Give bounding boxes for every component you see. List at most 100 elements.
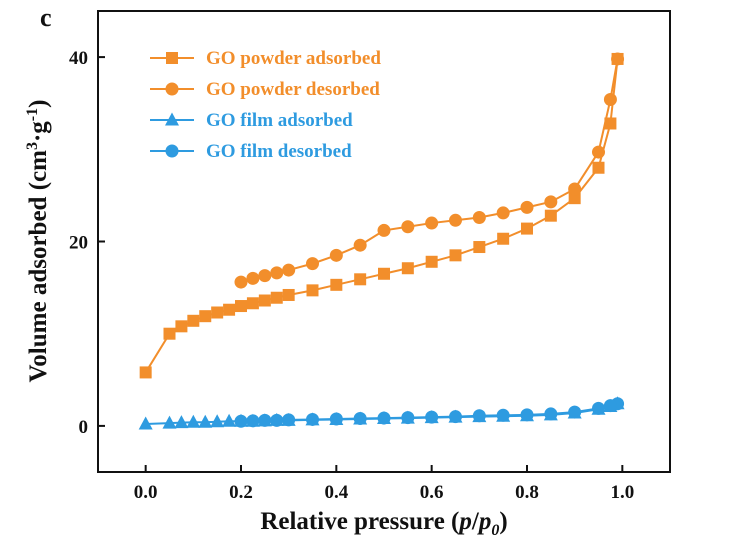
x-tick-label: 1.0 — [610, 482, 634, 503]
series-layer — [138, 52, 625, 430]
data-point — [198, 414, 213, 428]
data-point — [282, 413, 296, 427]
panel-label: c — [40, 3, 52, 32]
data-point — [186, 414, 201, 428]
legend-marker-icon — [165, 144, 179, 158]
data-point — [246, 297, 259, 310]
data-point — [568, 405, 582, 419]
data-point — [258, 413, 272, 427]
data-point — [282, 263, 296, 277]
legend: GO powder adsorbed GO powder desorbed GO f… — [150, 48, 381, 162]
data-point — [521, 222, 533, 235]
legend-label: GO powder desorbed — [206, 79, 380, 100]
x-tick-label: 0.4 — [324, 482, 348, 503]
data-point — [449, 410, 462, 424]
data-point — [449, 249, 462, 262]
data-point — [544, 195, 558, 209]
data-point — [139, 366, 152, 379]
data-point — [329, 248, 343, 262]
y-tick-label: 40 — [69, 48, 88, 69]
data-point — [246, 271, 260, 285]
legend-label: GO powder adsorbed — [206, 48, 381, 69]
data-point — [270, 266, 284, 280]
data-point — [234, 275, 248, 289]
data-point — [592, 145, 605, 159]
legend-item: GO film adsorbed — [150, 110, 353, 131]
data-point — [354, 273, 367, 286]
data-point — [449, 213, 462, 227]
legend-item: GO film desorbed — [150, 141, 352, 162]
data-point — [472, 409, 486, 423]
data-point — [592, 401, 605, 415]
x-title-p: p — [457, 508, 472, 535]
legend-marker-icon — [165, 112, 179, 126]
x-title-post: ) — [499, 508, 507, 535]
data-point — [270, 413, 284, 427]
legend-marker-icon — [166, 52, 178, 64]
data-point — [210, 414, 225, 428]
data-point — [235, 300, 247, 313]
x-tick-label: 0.2 — [229, 482, 253, 503]
x-title-p0: p — [477, 508, 492, 535]
data-point — [520, 408, 534, 422]
data-point — [199, 310, 212, 323]
x-title-sub: 0 — [491, 522, 499, 539]
y-title-post: ) — [25, 100, 52, 108]
axis-ticks: 0.0 0.2 0.4 0.6 0.8 1.0 0 20 40 — [69, 48, 634, 503]
data-point — [401, 262, 414, 275]
data-point — [425, 255, 438, 268]
x-tick-label: 0.6 — [420, 482, 444, 503]
data-point — [592, 161, 605, 174]
y-axis-title: Volume adsorbed (cm3·g-1) — [24, 100, 52, 383]
y-tick-label: 0 — [79, 417, 89, 438]
x-axis-title: Relative pressure (p/p0) — [260, 508, 507, 539]
data-point — [520, 200, 534, 214]
x-title-slash: / — [471, 508, 480, 535]
data-point — [378, 267, 390, 280]
data-point — [306, 284, 319, 297]
legend-label: GO film adsorbed — [206, 110, 353, 131]
x-tick-label: 0.8 — [515, 482, 539, 503]
x-tick-label: 0.0 — [134, 482, 158, 503]
y-tick-label: 20 — [69, 233, 88, 254]
data-point — [175, 320, 188, 333]
data-point — [497, 232, 510, 245]
data-point — [425, 216, 439, 230]
data-point — [306, 257, 319, 271]
data-point — [544, 209, 557, 222]
data-point — [282, 288, 295, 301]
data-point — [246, 414, 260, 428]
data-point — [330, 278, 343, 291]
data-point — [234, 414, 248, 428]
x-title-pre: Relative pressure ( — [260, 508, 459, 535]
legend-item: GO powder desorbed — [150, 79, 380, 100]
data-point — [138, 416, 153, 430]
data-point — [544, 407, 558, 421]
data-point — [603, 93, 617, 107]
y-title-sup1: 3 — [24, 142, 41, 150]
data-point — [223, 303, 236, 316]
data-point — [425, 410, 439, 424]
y-title-mid: ·g — [25, 121, 52, 142]
legend-marker-icon — [165, 82, 179, 96]
data-point — [163, 327, 176, 340]
data-point — [162, 415, 177, 429]
data-point — [472, 211, 486, 225]
data-point — [377, 411, 391, 425]
data-point — [258, 269, 272, 283]
data-point — [401, 220, 415, 234]
data-point — [211, 306, 224, 319]
data-point — [329, 412, 343, 426]
data-point — [604, 117, 617, 130]
data-point — [401, 411, 415, 425]
y-title-sup2: -1 — [24, 108, 41, 121]
data-point — [496, 408, 510, 422]
legend-label: GO film desorbed — [206, 141, 352, 162]
data-point — [603, 399, 617, 413]
data-point — [353, 412, 367, 426]
data-point — [258, 294, 271, 307]
y-title-pre: Volume adsorbed (cm — [25, 150, 52, 383]
data-point — [306, 412, 319, 426]
data-point — [496, 206, 510, 220]
series-go-powder-adsorbed — [139, 52, 624, 379]
